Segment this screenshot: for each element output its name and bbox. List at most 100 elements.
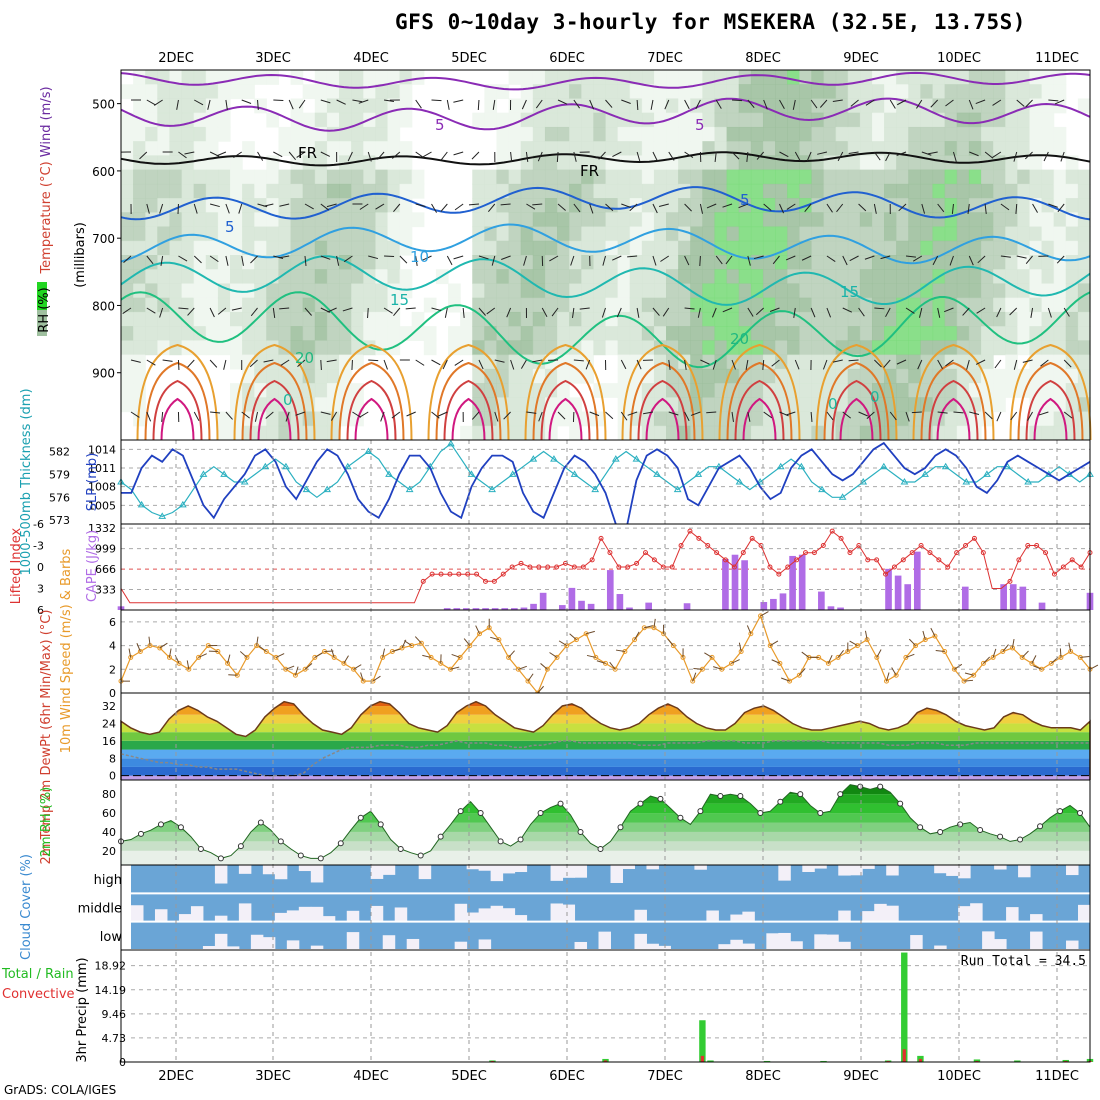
rh-shade-cell	[133, 98, 146, 114]
rh-shade-cell	[1005, 141, 1018, 156]
thickness-marker	[261, 462, 270, 470]
rh-shade-cell	[678, 326, 691, 341]
wind-barb-10m	[798, 668, 806, 676]
rh-shade-cell	[629, 212, 643, 228]
thickness-marker	[611, 455, 620, 462]
rh-shade-cell	[714, 340, 728, 356]
rh-shade-cell	[326, 84, 340, 100]
rh-shade-cell	[1029, 297, 1043, 313]
rh-shade-cell	[956, 269, 970, 285]
rh-shade-cell	[666, 169, 679, 185]
rh-shade-cell	[944, 141, 958, 156]
rh-shade-cell	[811, 340, 825, 356]
rh-shade-cell	[133, 126, 146, 142]
warm-contour-arc	[831, 379, 882, 441]
wind-barb	[454, 203, 464, 211]
pressure-tick-label: 700	[92, 232, 115, 246]
rh-shade-cell	[121, 368, 134, 384]
warm-contour-arc	[726, 361, 793, 441]
rh-shade-cell	[944, 411, 958, 427]
lifted-index-point	[616, 564, 622, 570]
rh-shade-cell	[193, 198, 207, 213]
wind-barb	[826, 203, 833, 213]
rh-shade-cell	[496, 126, 510, 142]
wind-speed-point	[825, 660, 831, 666]
rh-shade-cell	[762, 226, 776, 242]
rh-shade-cell	[121, 383, 134, 398]
wind-barb	[541, 307, 548, 318]
rh-shade-cell	[993, 183, 1006, 199]
rh-shade-cell	[920, 169, 934, 185]
wind-barb	[937, 359, 943, 369]
rh-shade-cell	[557, 84, 570, 100]
rh-shade-cell	[569, 84, 582, 100]
rh-shade-cell	[157, 311, 171, 327]
wind-barb	[636, 359, 642, 370]
warm-contour-arc	[249, 379, 300, 441]
rh-shade-cell	[230, 297, 243, 313]
rh-shade-cell	[956, 126, 970, 142]
date-label-bottom: 11DEC	[1035, 1069, 1079, 1084]
rh-shade-cell	[775, 368, 788, 384]
rh-shade-cell	[762, 141, 776, 156]
rh-shade-cell	[399, 269, 413, 285]
rh-shade-cell	[217, 126, 231, 142]
rh-shade-cell	[811, 155, 825, 171]
rh-shade-cell	[520, 297, 534, 313]
rh-shade-cell	[1029, 255, 1043, 270]
rh-shade-cell	[871, 283, 885, 299]
rh-shade-cell	[1053, 383, 1067, 398]
rh-shade-cell	[496, 326, 510, 341]
rh-shade-cell	[835, 354, 849, 370]
rh-shade-cell	[908, 212, 922, 228]
rh-shade-cell	[532, 311, 546, 327]
rh-shade-cell	[544, 255, 558, 270]
rh-shade-cell	[823, 326, 837, 341]
rh-point	[477, 810, 484, 817]
wind-barb	[792, 99, 796, 110]
rh-shade-cell	[290, 255, 304, 270]
rh-shade-cell	[1017, 269, 1031, 285]
rh-shade-cell	[242, 297, 255, 313]
rh-shade-cell	[121, 340, 134, 356]
rh-shade-cell	[884, 112, 897, 128]
rh-shade-cell	[351, 311, 364, 327]
rh-shade-cell	[484, 112, 498, 128]
rh-shade-cell	[520, 340, 534, 356]
wind-barb	[643, 411, 654, 415]
wind-barb	[976, 307, 986, 314]
wind-barb	[573, 359, 584, 362]
wind-barb	[579, 307, 590, 310]
wind-barb	[573, 203, 581, 213]
rh-shade-cell	[387, 255, 401, 270]
rh-shade-cell	[411, 169, 425, 185]
rh-shade-cell	[1041, 297, 1055, 313]
wind-barb	[779, 151, 789, 158]
rh-shade-cell	[653, 297, 667, 313]
rh-shade-cell	[641, 212, 655, 228]
rh-shade-cell	[193, 183, 207, 199]
rh-shade-cell	[569, 212, 582, 228]
rh-shade-cell	[242, 269, 255, 285]
wind-barb	[320, 203, 330, 211]
rh-shade-cell	[339, 354, 352, 370]
rh-shade-cell	[278, 383, 292, 398]
cape-bar	[606, 570, 614, 610]
wind-barb	[747, 307, 754, 317]
rh-shade-cell	[351, 226, 364, 242]
wind-barb	[763, 203, 772, 211]
cloud-clear-block	[802, 865, 815, 872]
rh-shade-cell	[714, 198, 728, 213]
rh-shade-cell	[799, 326, 813, 341]
cloud-row-label: high	[94, 873, 122, 888]
rh-shade-cell	[811, 183, 825, 199]
rh-shade-cell	[750, 425, 764, 441]
thickness-marker	[859, 478, 868, 485]
rh-shade-cell	[508, 368, 522, 384]
rh-shade-cell	[811, 169, 825, 185]
thickness-marker	[508, 470, 517, 477]
wind-barb	[1054, 99, 1065, 105]
rh-shade-cell	[133, 340, 146, 356]
rh-shade-cell	[520, 98, 534, 114]
rh-shade-cell	[605, 255, 619, 270]
